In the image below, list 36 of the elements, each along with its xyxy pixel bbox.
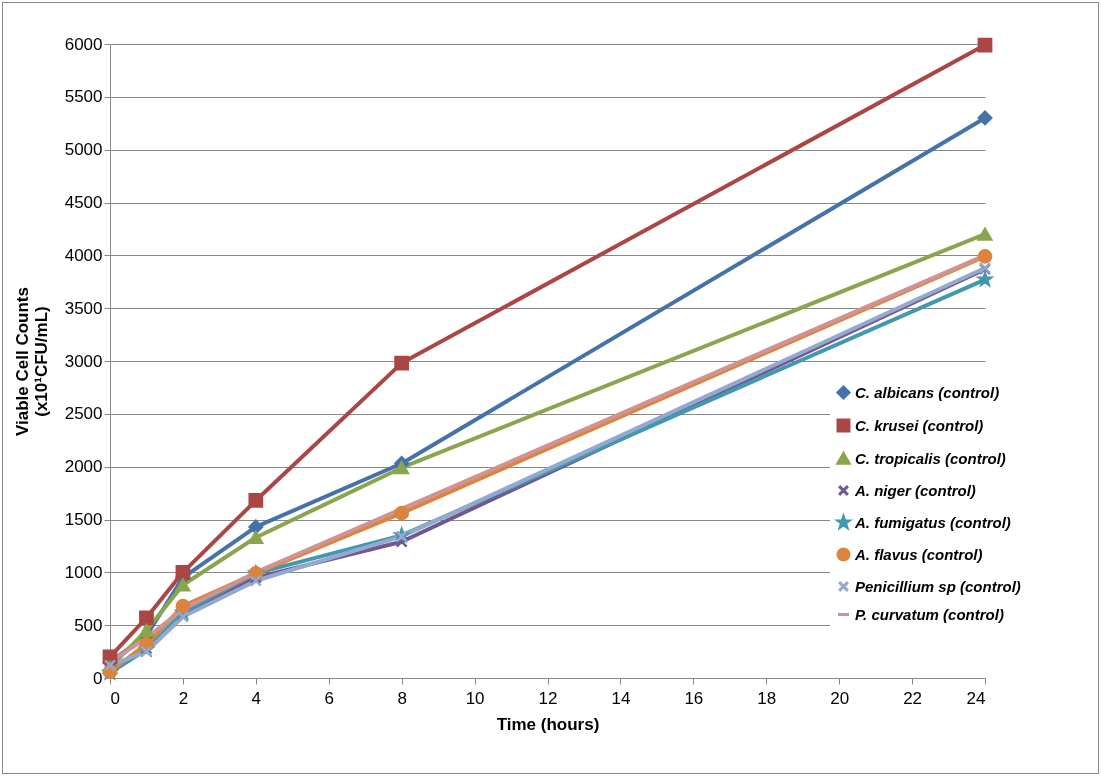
- legend-label: Penicillium sp (control): [855, 577, 1021, 595]
- x-tick-label: 12: [538, 688, 558, 708]
- x-tick-label: 6: [324, 688, 334, 708]
- x-tick-label: 4: [251, 688, 262, 708]
- legend-label: C. tropicalis (control): [855, 449, 1006, 467]
- y-tick-label: 6000: [64, 34, 103, 54]
- y-tick-label: 5500: [64, 87, 103, 107]
- x-tick-label: 24: [966, 688, 986, 708]
- y-tick-label: 4000: [64, 245, 103, 265]
- x-tick-label: 0: [110, 688, 120, 708]
- y-tick-label: 3000: [64, 351, 103, 371]
- y-tick-label: 5000: [64, 140, 103, 160]
- x-tick-label: 20: [830, 688, 850, 708]
- y-tick-label: 2000: [64, 457, 103, 477]
- legend-label: P. curvatum (control): [855, 605, 1004, 623]
- x-tick-label: 8: [397, 688, 407, 708]
- y-tick-label: 1500: [64, 510, 103, 529]
- legend-label: C. krusei (control): [855, 416, 984, 434]
- y-tick-label: 2500: [64, 404, 103, 424]
- y-tick-label: 3500: [64, 298, 103, 318]
- x-tick-label: 16: [684, 688, 704, 708]
- x-tick-label: 10: [465, 688, 485, 708]
- legend-label: A. niger (control): [854, 481, 976, 499]
- y-tick-label: 0: [93, 668, 103, 688]
- x-tick-label: 22: [903, 688, 923, 708]
- x-tick-label: 14: [611, 688, 631, 708]
- legend-label: C. albicans (control): [855, 383, 1000, 401]
- legend-label: A. flavus (control): [854, 545, 983, 563]
- y-tick-label: 500: [74, 615, 103, 635]
- legend-label: A. fumigatus (control): [854, 513, 1011, 531]
- y-tick-label: 1000: [64, 562, 103, 582]
- x-axis-title: Time (hours): [496, 714, 600, 734]
- x-tick-label: 2: [178, 688, 189, 708]
- x-tick-label: 18: [757, 688, 777, 708]
- y-tick-label: 4500: [64, 193, 103, 212]
- y-axis-title: Viable Cell Counts (x10¹CFU/mL): [12, 287, 51, 436]
